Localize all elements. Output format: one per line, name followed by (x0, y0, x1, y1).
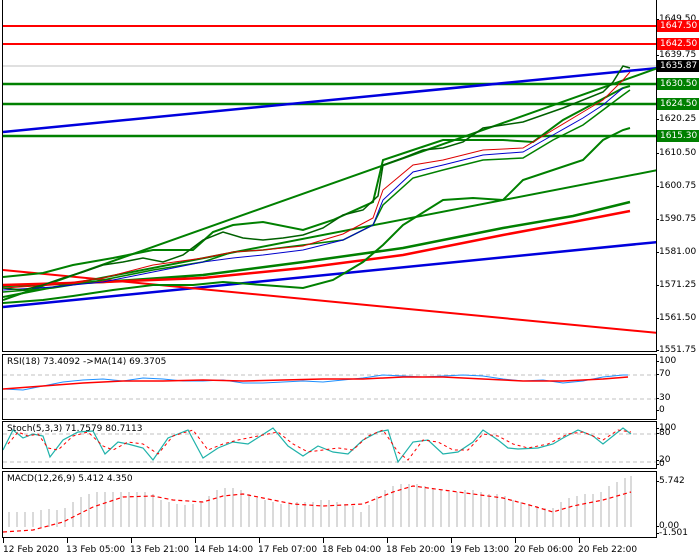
stoch-axis: 100 80 20 0 (655, 421, 700, 469)
price-axis: 1649.50 1639.75 1630.00 1620.25 1610.50 … (655, 0, 700, 355)
rsi-tick: 0 (656, 405, 665, 415)
rsi-tick: 100 (655, 356, 677, 366)
macd-tick: 5.742 (656, 476, 685, 486)
macd-tick: -1.501 (655, 528, 689, 538)
price-chart-svg (3, 25, 656, 334)
time-label: 13 Feb 21:00 (130, 545, 190, 555)
rsi-tick: 30 (655, 393, 671, 403)
macd-svg (3, 476, 632, 533)
time-label: 12 Feb 2020 (3, 545, 60, 555)
price-tick: 1610.50 (655, 148, 697, 158)
price-tick: 1620.25 (655, 114, 697, 124)
price-tick: 1649.50 (655, 14, 697, 24)
macd-axis: 5.742 0.00 -1.501 (655, 471, 700, 538)
time-label: 13 Feb 05:00 (66, 545, 126, 555)
rsi-axis: 100 70 30 0 (655, 354, 700, 420)
price-chart-panel[interactable] (2, 0, 657, 352)
stoch-tick: 100 (655, 423, 677, 433)
time-label: 14 Feb 14:00 (194, 545, 254, 555)
current-price-label: 1635.87 (657, 60, 699, 72)
stochastic-panel[interactable]: Stoch(5,3,3) 71.7579 80.7113 (2, 421, 657, 469)
stoch-svg (3, 427, 656, 464)
rsi-svg (3, 374, 656, 400)
time-label: 17 Feb 07:00 (258, 545, 318, 555)
level-label-1642: 1642.50 (657, 38, 699, 50)
price-tick: 1600.75 (655, 181, 697, 191)
rsi-label: RSI(18) 73.4092 ->MA(14) 69.3705 (7, 357, 167, 367)
rsi-tick: 70 (655, 369, 671, 379)
stoch-tick: 80 (655, 428, 671, 438)
macd-tick: 0.00 (655, 521, 680, 531)
macd-panel[interactable]: MACD(12,26,9) 5.412 4.350 (2, 471, 657, 538)
level-label-1647: 1647.50 (657, 20, 699, 32)
time-label: 18 Feb 20:00 (386, 545, 446, 555)
macd-label: MACD(12,26,9) 5.412 4.350 (7, 474, 133, 484)
price-tick: 1581.00 (655, 247, 697, 257)
price-tick: 1639.75 (655, 50, 697, 60)
price-tick: 1571.25 (655, 280, 697, 290)
stoch-label: Stoch(5,3,3) 71.7579 80.7113 (7, 424, 143, 434)
level-label-1615: 1615.30 (657, 130, 699, 142)
price-tick: 1551.75 (655, 345, 697, 355)
time-label: 20 Feb 06:00 (514, 545, 574, 555)
level-label-1630: 1630.50 (657, 78, 699, 90)
rsi-panel[interactable]: RSI(18) 73.4092 ->MA(14) 69.3705 (2, 354, 657, 420)
time-label: 20 Feb 22:00 (578, 545, 638, 555)
time-label: 18 Feb 04:00 (322, 545, 382, 555)
price-tick: 1561.50 (655, 313, 697, 323)
stoch-tick: 20 (655, 455, 671, 465)
level-label-1624: 1624.50 (657, 98, 699, 110)
stoch-tick: 0 (656, 459, 665, 469)
time-label: 19 Feb 13:00 (450, 545, 510, 555)
price-tick: 1590.75 (655, 214, 697, 224)
